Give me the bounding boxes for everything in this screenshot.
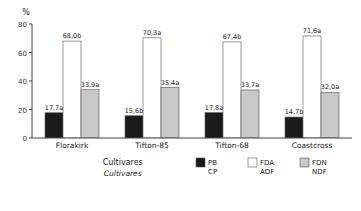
- bar: [205, 113, 223, 138]
- y-axis-label: %: [22, 8, 30, 17]
- data-label: 71,6a: [303, 27, 321, 35]
- bar: [223, 42, 241, 138]
- data-label: 17,7a: [45, 104, 63, 112]
- bar: [303, 36, 321, 138]
- y-tick-label: 80: [18, 21, 27, 29]
- legend-label: FDNNDF: [312, 159, 327, 176]
- data-label: 14,7b: [285, 108, 304, 116]
- bar: [285, 117, 303, 138]
- x-tick-label: Florakirk: [56, 141, 89, 150]
- x-tick-label: Coastcross: [292, 141, 333, 150]
- y-axis-line: [32, 24, 33, 138]
- legend-label: FDAADF: [260, 159, 274, 176]
- bar: [161, 88, 179, 138]
- x-tick-label: Tifton-85: [134, 141, 169, 150]
- legend-swatch: [300, 158, 309, 167]
- data-label: 70,3a: [143, 29, 161, 37]
- x-tick-label: Tifton-68: [214, 141, 249, 150]
- bar: [241, 90, 259, 138]
- data-label: 68,0b: [63, 32, 82, 40]
- bar: [125, 116, 143, 138]
- data-label: 15,6b: [125, 107, 144, 115]
- data-label: 33,9a: [81, 81, 99, 89]
- data-label: 17,8a: [205, 104, 223, 112]
- bar: [45, 113, 63, 138]
- legend-swatch: [248, 158, 257, 167]
- x-axis-label: Cultivares: [103, 158, 143, 167]
- bar: [81, 90, 99, 138]
- y-tick-label: 40: [18, 78, 27, 86]
- x-axis-label-sub: Cultivares: [104, 169, 142, 178]
- legend-swatch: [196, 158, 205, 167]
- data-label: 33,7a: [241, 81, 259, 89]
- x-axis-line: [32, 138, 352, 139]
- legend: PBCP FDAADF FDNNDF: [196, 158, 327, 176]
- y-tick-label: 0: [23, 135, 27, 143]
- data-label: 35,4a: [161, 79, 179, 87]
- data-label: 32,0a: [321, 83, 339, 91]
- legend-label: PBCP: [208, 159, 217, 176]
- data-label: 67,4b: [223, 33, 242, 41]
- y-tick-label: 20: [18, 107, 27, 115]
- bars: [45, 36, 339, 138]
- chart: 0 20 40 60 80% 17,7a 15,6b 17,8a 14,7b 68,0b 70,3a…: [0, 0, 361, 211]
- bar: [321, 92, 339, 138]
- y-tick-label: 60: [18, 50, 27, 58]
- bar: [143, 38, 161, 138]
- bar: [63, 41, 81, 138]
